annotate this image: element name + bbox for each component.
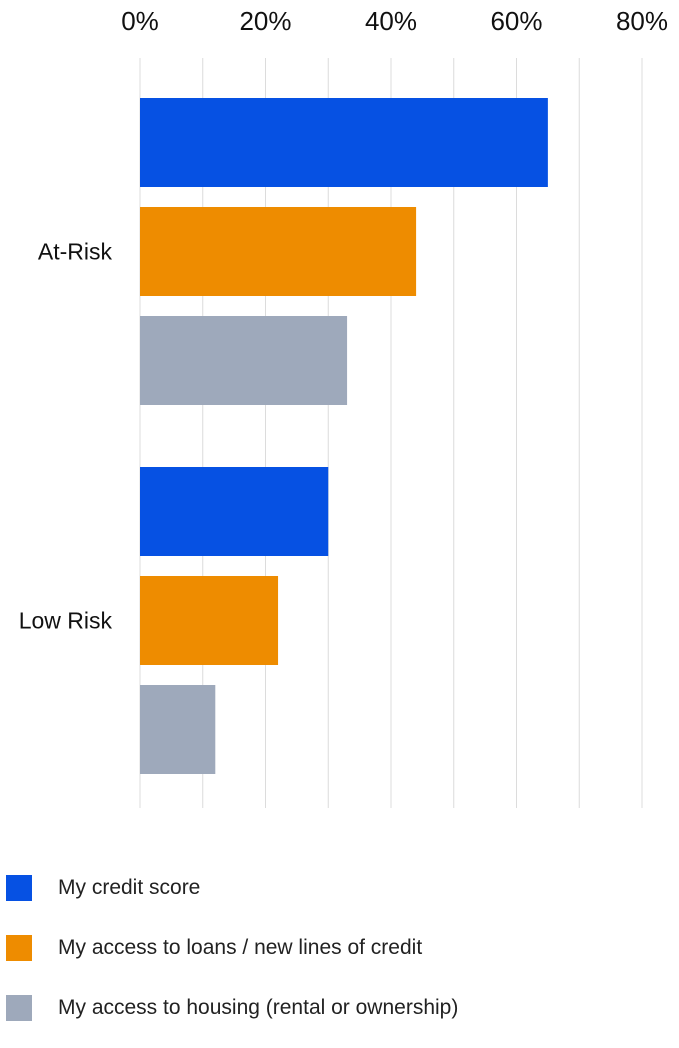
legend-swatch (6, 935, 32, 961)
x-axis-ticks: 0% 20% 40% 60% 80% (121, 6, 668, 36)
legend-swatch (6, 995, 32, 1021)
legend-item: My access to loans / new lines of credit (6, 928, 676, 968)
x-tick-label: 0% (121, 6, 159, 36)
category-label: At-Risk (38, 239, 113, 265)
x-tick-label: 60% (490, 6, 542, 36)
legend-label: My credit score (58, 876, 201, 899)
legend-swatch (6, 875, 32, 901)
legend-item: My access to housing (rental or ownershi… (6, 988, 676, 1028)
category-label: Low Risk (19, 608, 113, 634)
bars (140, 98, 548, 774)
legend-item: My credit score (6, 868, 676, 908)
bar (140, 685, 216, 774)
bar (140, 207, 417, 296)
legend-label: My access to loans / new lines of credit (58, 936, 423, 959)
x-tick-label: 20% (239, 6, 291, 36)
x-tick-label: 40% (365, 6, 417, 36)
bar-chart: 0% 20% 40% 60% 80% At-Risk Low Risk (19, 6, 668, 808)
bar (140, 316, 348, 405)
bar (140, 467, 329, 556)
bar (140, 98, 548, 187)
legend-label: My access to housing (rental or ownershi… (58, 996, 459, 1019)
x-tick-label: 80% (616, 6, 668, 36)
bar (140, 576, 279, 665)
category-labels: At-Risk Low Risk (19, 239, 113, 634)
legend: My credit score My access to loans / new … (6, 868, 676, 1048)
